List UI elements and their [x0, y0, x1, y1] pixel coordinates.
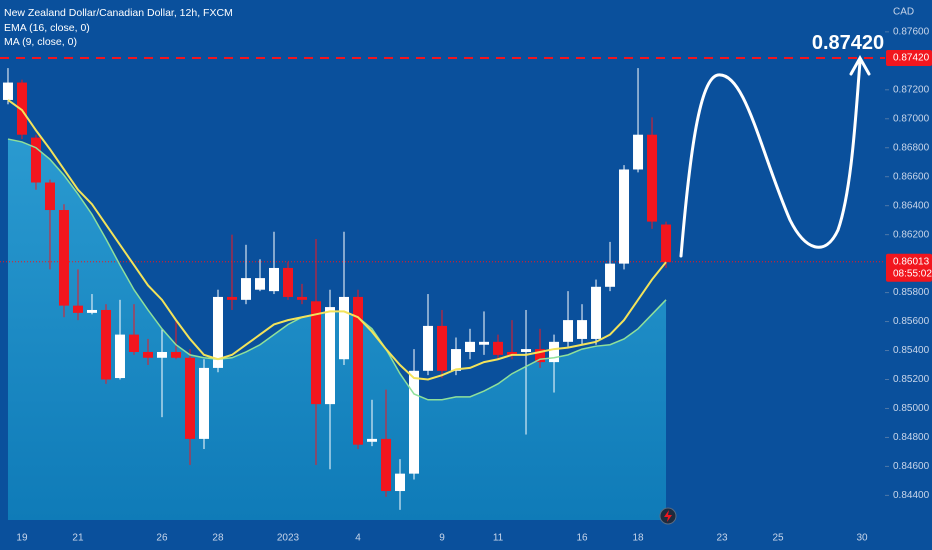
x-tick-label: 25 — [772, 533, 784, 544]
ma-area — [7, 139, 667, 520]
x-tick-label: 19 — [16, 533, 28, 544]
candle-body — [353, 296, 364, 445]
last-price-tag — [886, 253, 932, 282]
candle-body — [549, 341, 560, 363]
plot: 0.87600 0.87200 0.87000 0.86800 0.86600 0.864… — [0, 27, 932, 544]
candle-body — [661, 224, 672, 263]
candle-body — [479, 341, 490, 345]
countdown: 08:55:02 — [893, 268, 932, 279]
candle-body — [619, 169, 630, 264]
candle-body — [44, 182, 55, 211]
y-tick-label: 0.85800 — [893, 287, 930, 298]
target-tag — [886, 49, 932, 66]
x-tick-label: 30 — [856, 533, 868, 544]
candle-body — [465, 341, 476, 352]
candle-body — [325, 307, 336, 405]
candle-body — [282, 267, 293, 297]
x-tick-label: 9 — [439, 533, 445, 544]
candle-body — [72, 305, 83, 313]
candle-body — [633, 134, 644, 170]
candle-body — [311, 301, 322, 405]
candle-body — [437, 325, 448, 371]
candle-body — [16, 82, 27, 135]
legend-entry: EMA (16, close, 0) — [4, 22, 90, 34]
x-tick-label: 28 — [212, 533, 224, 544]
y-tick-label: 0.85200 — [893, 374, 930, 385]
candle-body — [156, 351, 167, 358]
last-price-label: 0.86013 — [893, 256, 930, 267]
indicator-line — [7, 99, 667, 381]
candle-body — [226, 296, 237, 300]
legend-entry: MA (9, close, 0) — [4, 36, 77, 48]
candle-body — [198, 367, 209, 439]
y-tick-label: 0.84800 — [893, 432, 930, 443]
candle-body — [339, 296, 350, 360]
candle-body — [128, 334, 139, 352]
candle-body — [142, 351, 153, 358]
x-tick-label: 18 — [632, 533, 644, 544]
target-label: 0.87420 — [812, 32, 884, 54]
target-tag-label: 0.87420 — [893, 53, 930, 64]
x-tick-label: 2023 — [277, 533, 300, 544]
candle-body — [100, 309, 111, 380]
candle-body — [184, 357, 195, 439]
forecast-arrow — [679, 54, 871, 258]
candle-body — [507, 351, 518, 355]
y-tick-label: 0.86400 — [893, 200, 930, 211]
candle-body — [240, 278, 251, 300]
candle-body — [114, 334, 125, 379]
y-tick-label: 0.84600 — [893, 461, 930, 472]
candle-body — [605, 263, 616, 287]
y-tick-label: 0.86200 — [893, 229, 930, 240]
chart-title: New Zealand Dollar/Canadian Dollar, 12h,… — [4, 7, 233, 19]
candle-body — [170, 351, 181, 358]
candle-body — [268, 267, 279, 292]
candle-body — [563, 320, 574, 342]
y-tick-label: 0.87600 — [893, 27, 930, 38]
y-tick-label: 0.84400 — [893, 490, 930, 501]
candle-body — [409, 370, 420, 474]
candle-body — [381, 438, 392, 492]
candle-body — [423, 325, 434, 371]
x-tick-label: 26 — [156, 533, 168, 544]
candle-body — [451, 349, 462, 371]
y-tick-label: 0.86800 — [893, 142, 930, 153]
candle-body — [212, 296, 223, 368]
x-tick-label: 11 — [493, 533, 504, 544]
candle-body — [86, 309, 97, 313]
candle-body — [297, 296, 308, 300]
y-tick-label: 0.85600 — [893, 316, 930, 327]
y-tick-label: 0.85000 — [893, 403, 930, 414]
y-tick-label: 0.86600 — [893, 171, 930, 182]
x-tick-label: 23 — [716, 533, 728, 544]
candle-body — [535, 349, 546, 363]
y-tick-label: 0.87000 — [893, 113, 930, 124]
candle-body — [395, 473, 406, 492]
candle-body — [493, 341, 504, 355]
candle-body — [367, 438, 378, 442]
x-tick-label: 4 — [355, 533, 361, 544]
candle-body — [30, 137, 41, 183]
axis-currency: CAD — [893, 7, 914, 18]
y-tick-label: 0.87200 — [893, 84, 930, 95]
x-tick-label: 16 — [576, 533, 588, 544]
candle-body — [521, 349, 532, 352]
x-tick-label: 21 — [72, 533, 84, 544]
candle-body — [591, 286, 602, 339]
event-icon-bolt — [664, 510, 672, 522]
y-tick-label: 0.85400 — [893, 345, 930, 356]
candle-body — [2, 82, 13, 100]
candle-body — [254, 278, 265, 290]
candle-body — [647, 134, 658, 222]
candle-body — [58, 210, 69, 306]
candle-body — [577, 320, 588, 339]
